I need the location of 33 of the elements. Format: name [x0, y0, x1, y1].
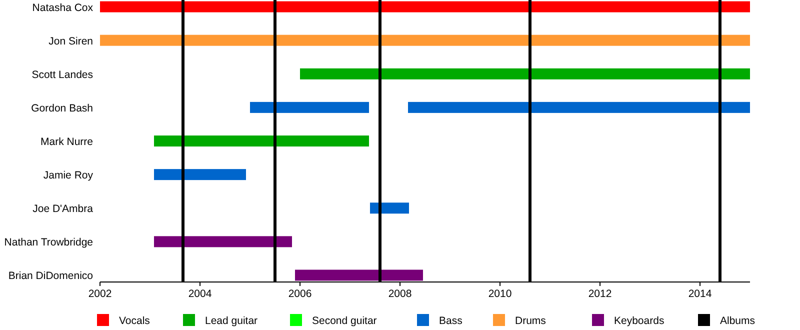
bar: [154, 169, 246, 180]
legend-label: Vocals: [119, 315, 150, 327]
bar: [300, 68, 750, 80]
y-tick-label: Natasha Cox: [32, 2, 94, 14]
y-tick-label: Nathan Trowbridge: [4, 236, 94, 249]
bar: [408, 102, 750, 113]
legend-label: Bass: [439, 315, 462, 327]
x-tick-label: 2002: [88, 288, 112, 300]
y-tick-label: Brian DiDomenico: [8, 270, 94, 282]
y-tick-label: Mark Nurre: [40, 136, 94, 148]
bar: [295, 270, 423, 281]
bar: [250, 102, 369, 113]
x-tick-label: 2006: [288, 288, 312, 300]
y-tick-label: Gordon Bash: [31, 102, 94, 114]
x-tick-label: 2014: [688, 288, 712, 300]
y-tick-label: Jon Siren: [48, 35, 94, 48]
x-tick-label: 2012: [588, 288, 612, 300]
legend-label: Lead guitar: [205, 315, 258, 327]
legend-label: Albums: [720, 315, 756, 327]
legend-label: Keyboards: [614, 315, 664, 327]
y-tick-label: Joe D'Ambra: [32, 203, 94, 216]
legend-label: Second guitar: [312, 315, 378, 327]
bar: [154, 236, 292, 248]
y-tick-label: Scott Landes: [32, 68, 93, 81]
bar: [370, 202, 409, 214]
bar: [154, 136, 369, 146]
y-tick-label: Jamie Roy: [43, 170, 94, 182]
x-tick-label: 2010: [488, 288, 512, 300]
bar: [100, 34, 750, 46]
legend-label: Drums: [515, 315, 546, 327]
bar: [100, 1, 750, 12]
x-tick-label: 2008: [388, 288, 412, 300]
x-tick-label: 2004: [188, 288, 212, 300]
